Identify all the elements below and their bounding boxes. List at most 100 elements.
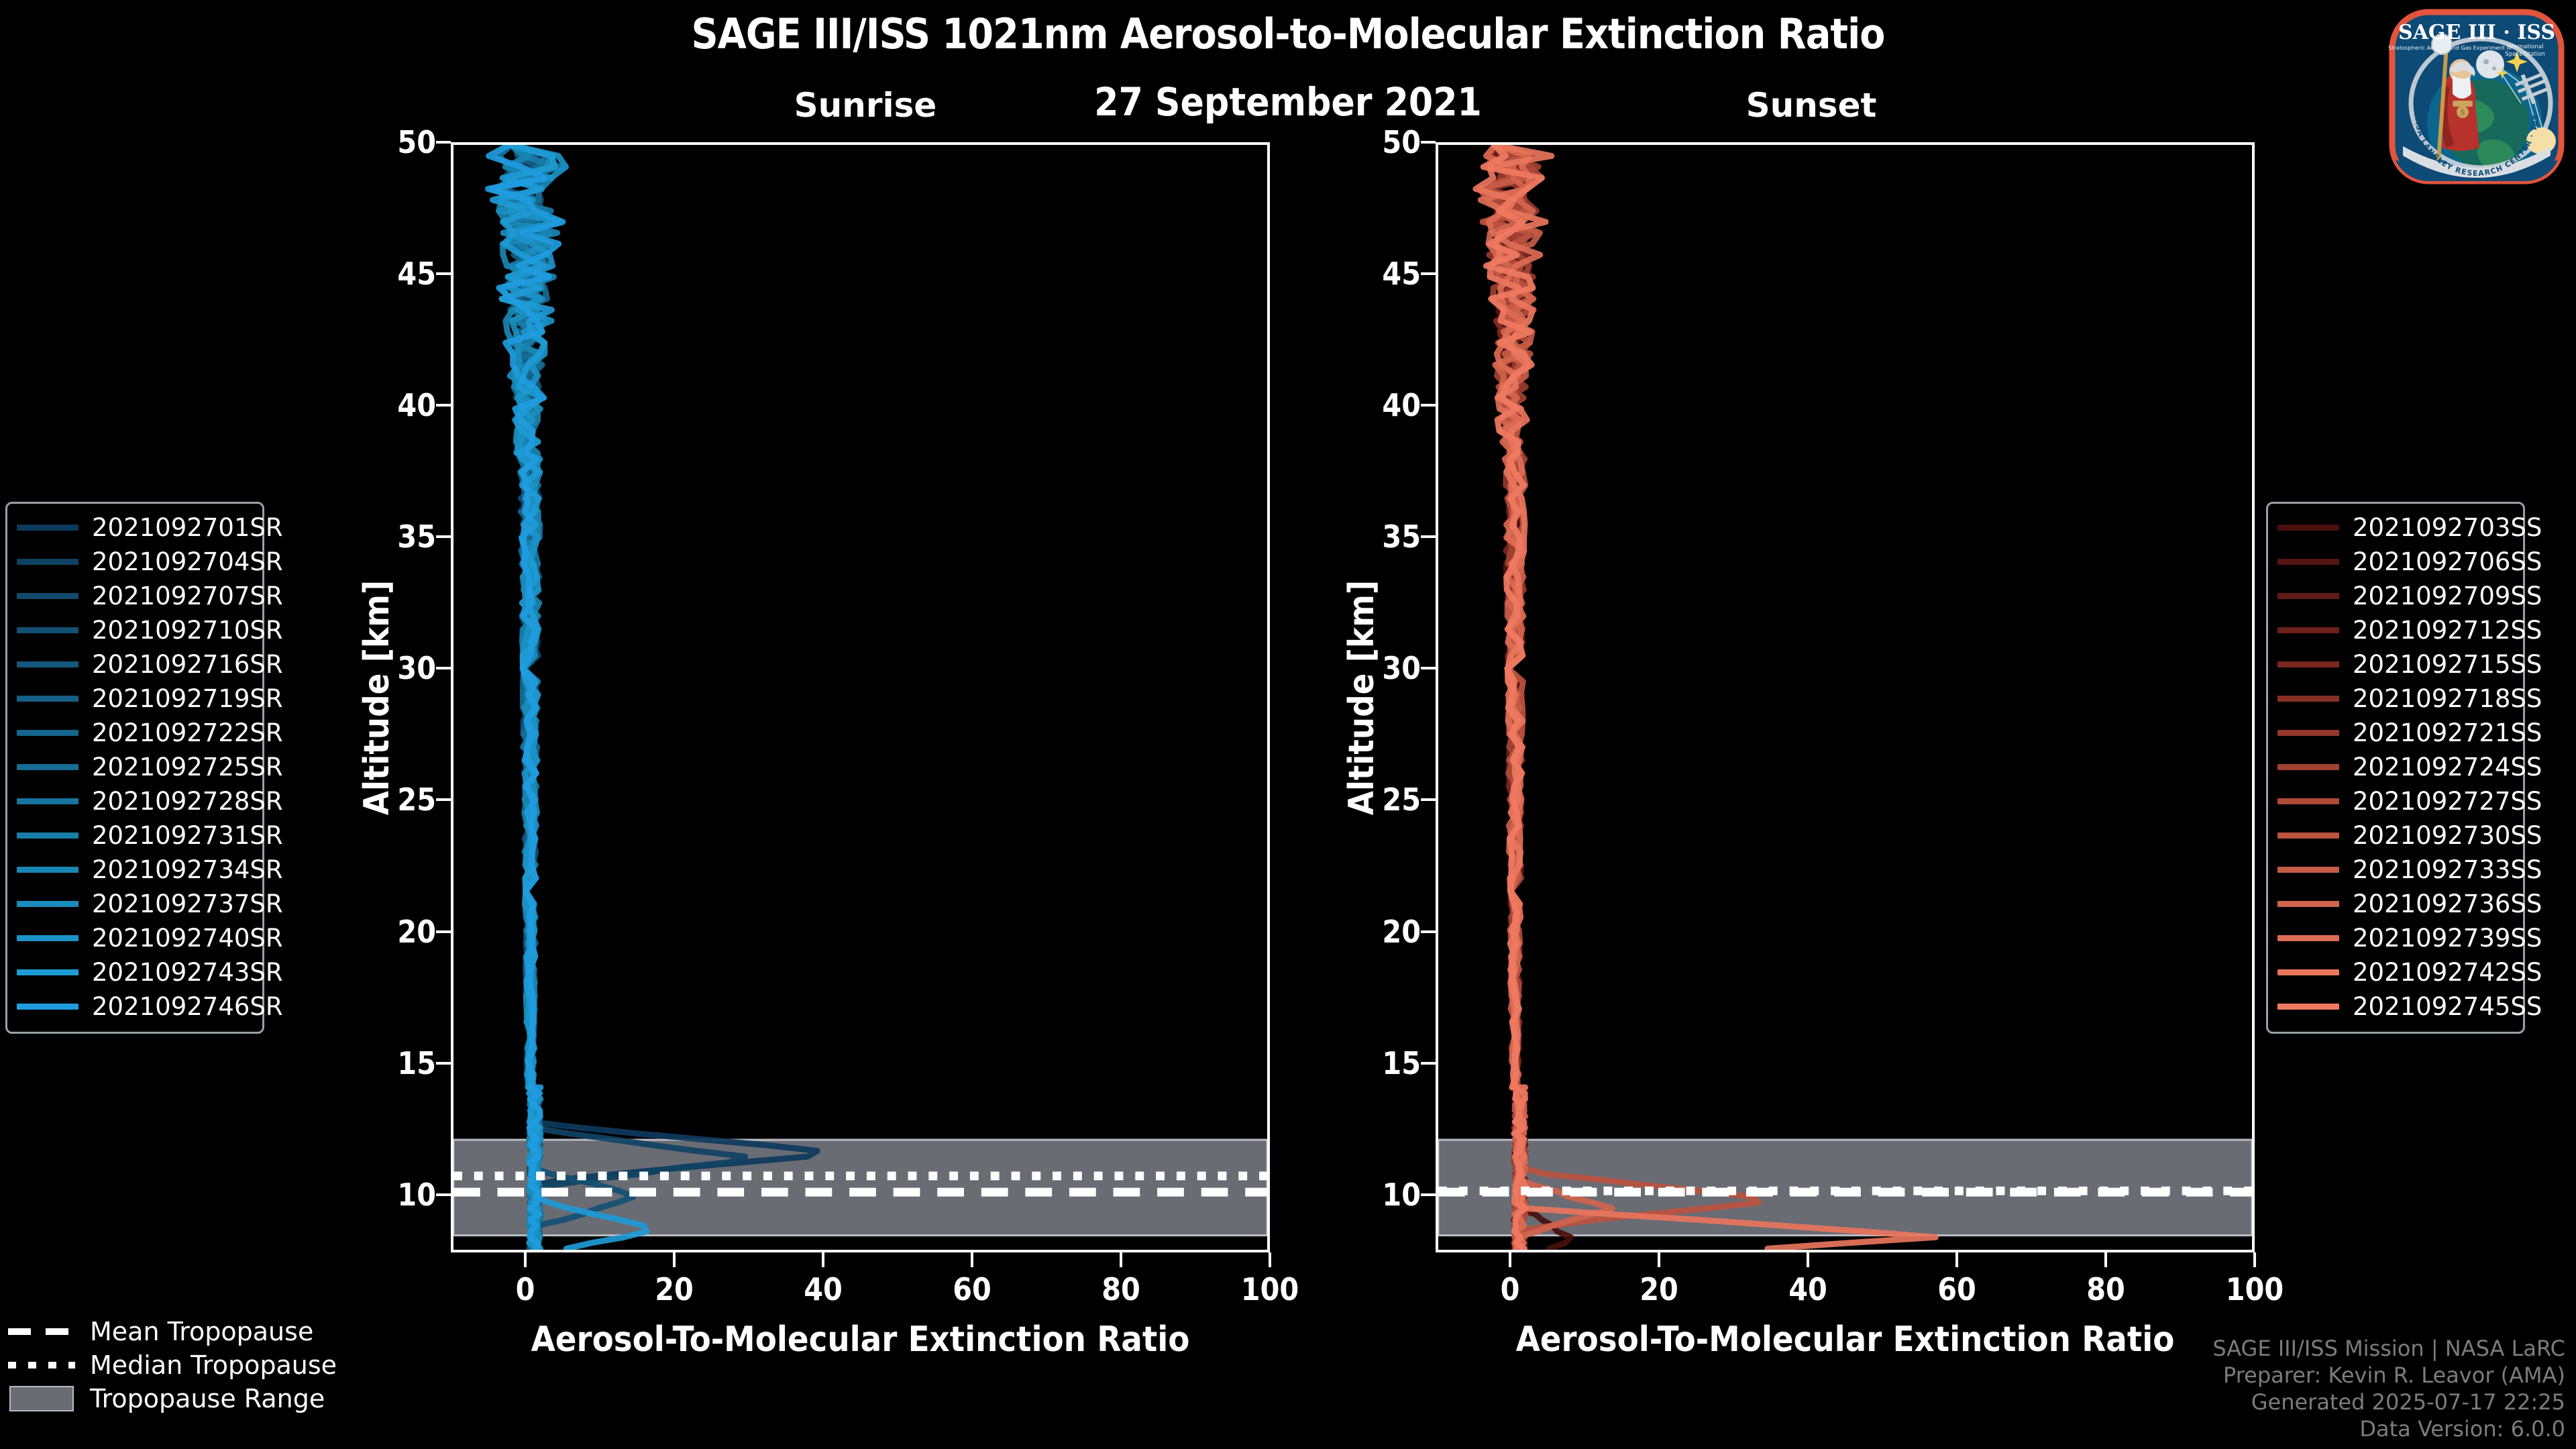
legend-item-2021092739SS[interactable]: 2021092739SS [2277,921,2542,955]
legend-color-swatch [2277,627,2339,633]
xtick-label-sunset-80: 80 [2086,1271,2125,1307]
legend-event-label: 2021092728SR [92,787,283,816]
credit-generated: Generated 2025-07-17 22:25 [2251,1389,2565,1415]
legend-item-2021092727SS[interactable]: 2021092727SS [2277,784,2542,818]
legend-item-2021092716SR[interactable]: 2021092716SR [17,647,283,682]
legend-event-label: 2021092733SS [2353,855,2542,884]
legend-color-swatch [17,627,78,633]
legend-item-2021092737SR[interactable]: 2021092737SR [17,887,283,921]
legend-color-swatch [2277,661,2339,667]
legend-event-label: 2021092709SS [2353,582,2542,610]
x-axis-title-sunset: Aerosol-To-Molecular Extinction Ratio [1515,1320,2175,1360]
legend-item-2021092740SR[interactable]: 2021092740SR [17,921,283,955]
ytick-label-sunset-10: 10 [1382,1176,1421,1213]
xtick-label-sunrise-80: 80 [1102,1271,1140,1307]
page-subtitle-date: 27 September 2021 [1094,79,1482,125]
ytick-mark-sunset-35 [1421,535,1436,539]
legend-item-2021092736SS[interactable]: 2021092736SS [2277,887,2542,921]
xtick-label-sunrise-20: 20 [655,1271,694,1307]
xtick-mark-sunrise-20 [673,1252,676,1267]
legend-item-2021092745SS[interactable]: 2021092745SS [2277,989,2542,1024]
legend-event-label: 2021092715SS [2353,650,2542,679]
ytick-mark-sunset-40 [1421,404,1436,407]
ytick-label-sunset-50: 50 [1382,124,1421,160]
legend-color-swatch [17,730,78,736]
legend-event-label: 2021092704SR [92,547,283,576]
legend-item-2021092742SS[interactable]: 2021092742SS [2277,955,2542,989]
legend-item-2021092721SS[interactable]: 2021092721SS [2277,716,2542,750]
sunset-event-legend[interactable]: 2021092703SS 2021092706SS 2021092709SS 2021… [2266,502,2542,1034]
legend-item-2021092746SR[interactable]: 2021092746SR [17,989,283,1024]
legend-color-swatch [2277,696,2339,702]
legend-item-2021092719SR[interactable]: 2021092719SR [17,682,283,716]
legend-event-label: 2021092739SS [2353,924,2542,953]
legend-event-label: 2021092716SR [92,650,283,679]
legend-item-2021092709SS[interactable]: 2021092709SS [2277,579,2542,613]
ytick-label-sunset-20: 20 [1382,913,1421,950]
legend-color-swatch [2277,833,2339,839]
ytick-label-sunset-35: 35 [1382,519,1421,555]
credits-block: SAGE III/ISS Mission | NASA LaRC Prepare… [2212,1335,2565,1442]
legend-item-2021092725SR[interactable]: 2021092725SR [17,750,283,784]
legend-item-2021092722SR[interactable]: 2021092722SR [17,716,283,750]
legend-color-swatch [2277,901,2339,907]
legend-event-label: 2021092734SR [92,855,283,884]
xtick-label-sunset-100: 100 [2225,1271,2284,1307]
legend-color-swatch [2277,764,2339,770]
sage-iii-iss-mission-patch-logo: S BALL · NASA LANGLEY RESEARCH CENTER · … [2383,3,2571,191]
legend-color-swatch [17,525,78,531]
legend-item-2021092733SS[interactable]: 2021092733SS [2277,853,2542,887]
legend-color-swatch [17,798,78,804]
patch-title: SAGE III · ISS [2398,21,2555,44]
legend-label-mean-tropopause: Mean Tropopause [90,1317,314,1346]
ytick-label-sunrise-45: 45 [397,256,436,292]
legend-item-2021092703SS[interactable]: 2021092703SS [2277,511,2542,545]
legend-item-2021092728SR[interactable]: 2021092728SR [17,784,283,818]
ytick-label-sunrise-25: 25 [397,782,436,818]
legend-event-label: 2021092725SR [92,753,283,782]
legend-event-label: 2021092730SS [2353,821,2542,850]
legend-item-2021092715SS[interactable]: 2021092715SS [2277,647,2542,682]
ytick-mark-sunrise-10 [436,1193,451,1196]
legend-color-swatch [2277,525,2339,531]
legend-color-swatch [2277,559,2339,565]
legend-event-label: 2021092721SS [2353,718,2542,747]
xtick-label-sunset-0: 0 [1500,1271,1520,1307]
ytick-label-sunrise-50: 50 [397,124,436,160]
legend-color-swatch [2277,935,2339,941]
legend-item-2021092730SS[interactable]: 2021092730SS [2277,818,2542,853]
legend-color-swatch [2277,867,2339,873]
xtick-mark-sunset-60 [1955,1252,1958,1267]
ytick-label-sunrise-10: 10 [397,1176,436,1213]
legend-event-label: 2021092712SS [2353,616,2542,645]
ytick-mark-sunset-10 [1421,1193,1436,1196]
sunrise-event-legend[interactable]: 2021092701SR 2021092704SR 2021092707SR 2021… [5,502,283,1034]
patch-subtitle-left: Stratospheric Aerosol and Gas Experiment… [2388,44,2512,51]
ytick-label-sunset-25: 25 [1382,782,1421,818]
legend-item-2021092724SS[interactable]: 2021092724SS [2277,750,2542,784]
legend-item-2021092712SS[interactable]: 2021092712SS [2277,613,2542,647]
legend-item-2021092707SR[interactable]: 2021092707SR [17,579,283,613]
page-title: SAGE III/ISS 1021nm Aerosol-to-Molecular… [691,9,1886,58]
ytick-mark-sunrise-25 [436,798,451,802]
legend-item-2021092710SR[interactable]: 2021092710SR [17,613,283,647]
legend-item-2021092743SR[interactable]: 2021092743SR [17,955,283,989]
legend-event-label: 2021092742SS [2353,958,2542,987]
ytick-label-sunrise-40: 40 [397,387,436,424]
xtick-mark-sunset-100 [2253,1252,2256,1267]
legend-item-2021092731SR[interactable]: 2021092731SR [17,818,283,853]
ytick-mark-sunrise-20 [436,930,451,933]
legend-item-2021092706SS[interactable]: 2021092706SS [2277,545,2542,579]
legend-color-swatch [17,833,78,839]
xtick-label-sunrise-100: 100 [1240,1271,1299,1307]
ytick-mark-sunrise-45 [436,272,451,276]
legend-item-2021092701SR[interactable]: 2021092701SR [17,511,283,545]
legend-item-2021092734SR[interactable]: 2021092734SR [17,853,283,887]
legend-event-label: 2021092701SR [92,513,283,542]
legend-item-2021092704SR[interactable]: 2021092704SR [17,545,283,579]
xtick-label-sunrise-40: 40 [804,1271,843,1307]
legend-color-swatch [17,867,78,873]
legend-event-label: 2021092710SR [92,616,283,645]
ytick-mark-sunrise-30 [436,667,451,670]
legend-item-2021092718SS[interactable]: 2021092718SS [2277,682,2542,716]
